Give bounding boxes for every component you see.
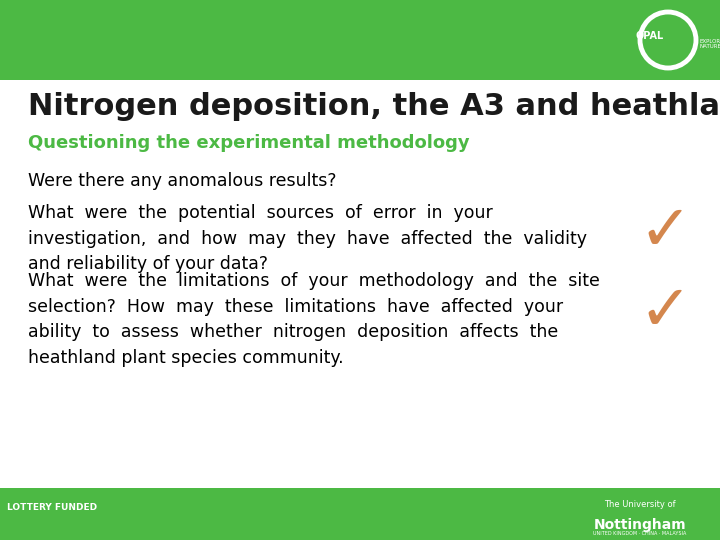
Text: Nitrogen deposition, the A3 and heathland: Nitrogen deposition, the A3 and heathlan… xyxy=(28,92,720,121)
Text: ✓: ✓ xyxy=(638,201,692,263)
Text: The University of: The University of xyxy=(604,500,676,509)
Text: Questioning the experimental methodology: Questioning the experimental methodology xyxy=(28,134,469,152)
Text: EXPLORE
NATURE: EXPLORE NATURE xyxy=(700,38,720,49)
Text: What  were  the  potential  sources  of  error  in  your
investigation,  and  ho: What were the potential sources of error… xyxy=(28,204,587,273)
Bar xyxy=(0,488,720,540)
Text: Nottingham: Nottingham xyxy=(594,518,686,532)
Text: Were there any anomalous results?: Were there any anomalous results? xyxy=(28,172,336,190)
Text: ✓: ✓ xyxy=(638,281,692,343)
Bar xyxy=(0,0,720,80)
Text: What  were  the  limitations  of  your  methodology  and  the  site
selection?  : What were the limitations of your method… xyxy=(28,272,600,367)
Text: OPAL: OPAL xyxy=(636,31,664,41)
Text: LOTTERY FUNDED: LOTTERY FUNDED xyxy=(7,503,97,512)
Text: UNITED KINGDOM · CHINA · MALAYSIA: UNITED KINGDOM · CHINA · MALAYSIA xyxy=(593,531,687,536)
